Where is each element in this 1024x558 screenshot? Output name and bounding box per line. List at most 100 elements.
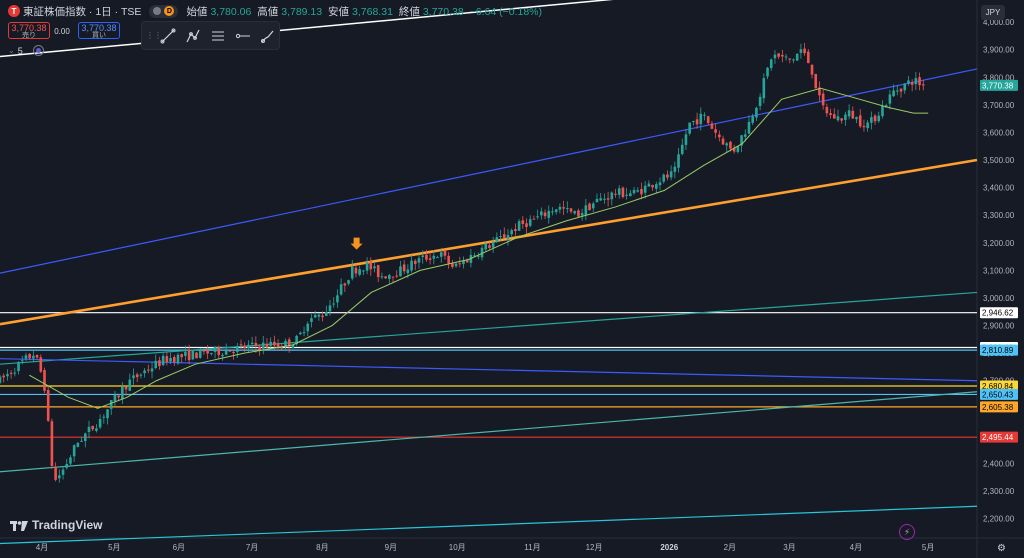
close-value: 3,770.38 [422, 5, 464, 18]
candle-body [43, 370, 46, 391]
candle-body [662, 174, 666, 182]
candle-body [154, 360, 158, 368]
indicator-toggle-icon[interactable] [32, 45, 44, 56]
close-label: 終値 [398, 5, 420, 18]
candle-body [769, 59, 773, 69]
candle-body [640, 188, 643, 195]
drag-handle-icon[interactable]: ⋮⋮ [146, 31, 162, 40]
candle-body [46, 390, 50, 421]
symbol-title[interactable]: 東証株価指数 · 1日 · TSE [23, 5, 142, 18]
indicator-legend[interactable]: ⌄ 5 [8, 45, 44, 56]
currency-selector[interactable]: JPY [981, 5, 1005, 20]
candle-body [465, 260, 469, 263]
indicator-count: 5 [17, 45, 23, 56]
candle-body [558, 206, 562, 210]
candle-body [673, 166, 677, 172]
candle-body [291, 344, 295, 349]
horizontal-ray-tool-icon[interactable] [232, 26, 254, 46]
candle-body [758, 96, 762, 107]
candle-body [751, 116, 755, 123]
level-label-box [980, 388, 1018, 400]
candle-body [176, 354, 180, 364]
x-tick-label: 5月 [108, 543, 120, 552]
data-source-badge: D [164, 6, 175, 16]
y-tick-label: 2,900.00 [983, 322, 1015, 331]
candle-body [847, 110, 851, 117]
candle-body [599, 198, 602, 201]
candle-body [339, 284, 343, 295]
x-tick-label: 9月 [385, 543, 397, 552]
candle-body [76, 442, 80, 447]
candle-body [406, 269, 410, 274]
candle-body [781, 54, 784, 57]
candle-body [391, 276, 395, 278]
brush-tool-icon[interactable] [257, 26, 279, 46]
candle-body [39, 357, 43, 372]
candle-body [547, 210, 551, 218]
candle-body [684, 134, 688, 145]
collapse-chevron-icon[interactable]: ⌄ [8, 46, 15, 55]
candle-body [388, 275, 391, 279]
candle-body [855, 117, 858, 120]
level-label-box [980, 401, 1018, 413]
candle-body [236, 345, 239, 353]
candle-body [336, 295, 339, 303]
candle-body [9, 372, 13, 374]
y-tick-label: 4,000.00 [983, 18, 1015, 27]
candle-body [180, 354, 183, 358]
sell-button[interactable]: 3,770.38 売り [8, 22, 50, 39]
lightning-icon[interactable]: ⚡ [899, 524, 915, 540]
candle-body [603, 198, 606, 200]
settings-gear-icon[interactable]: ⚙ [997, 543, 1006, 554]
candle-body [258, 346, 261, 350]
candle-body [83, 433, 87, 442]
path-tool-icon[interactable] [182, 26, 204, 46]
candle-body [921, 84, 925, 86]
sell-price: 3,770.38 [11, 23, 47, 33]
candle-body [50, 421, 54, 466]
candle-body [302, 332, 306, 334]
candle-body [313, 314, 317, 318]
level-label: 2,946.62 [982, 309, 1014, 318]
candle-body [870, 117, 873, 123]
candle-body [643, 185, 647, 193]
y-tick-label: 3,700.00 [983, 101, 1015, 110]
candle-body [714, 129, 717, 133]
candle-body [106, 409, 109, 419]
down-arrow-marker [350, 237, 363, 250]
candle-body [862, 125, 866, 128]
candle-body [287, 339, 291, 347]
fib-levels-tool-icon[interactable] [207, 26, 229, 46]
candle-body [169, 357, 172, 362]
candle-body [888, 94, 892, 104]
candle-body [595, 198, 599, 203]
market-status-pill[interactable]: D [149, 4, 179, 18]
candle-body [347, 280, 350, 284]
candle-body [551, 211, 554, 213]
candle-body [491, 242, 495, 248]
buy-button[interactable]: 3,770.38 買い [78, 22, 120, 39]
candle-body [210, 353, 213, 355]
candle-body [718, 134, 721, 138]
open-label: 始値 [186, 5, 208, 18]
candle-body [124, 386, 128, 390]
candle-body [521, 220, 525, 224]
level-label: 2,605.38 [982, 403, 1014, 412]
candle-body [232, 351, 235, 354]
candle-body [24, 355, 28, 359]
trend-line [0, 358, 978, 382]
high-value: 3,789.13 [281, 5, 323, 18]
candle-body [425, 254, 428, 260]
candle-body [369, 261, 373, 270]
candle-body [584, 205, 588, 215]
y-tick-label: 3,400.00 [983, 184, 1015, 193]
candle-body [517, 221, 521, 231]
candle-body [113, 394, 117, 402]
tradingview-mark-icon [10, 520, 28, 531]
candle-body [844, 114, 847, 120]
trend-line-tool-icon[interactable] [157, 26, 179, 46]
candle-body [499, 236, 502, 238]
candle-body [421, 255, 424, 257]
candle-body [20, 360, 24, 362]
